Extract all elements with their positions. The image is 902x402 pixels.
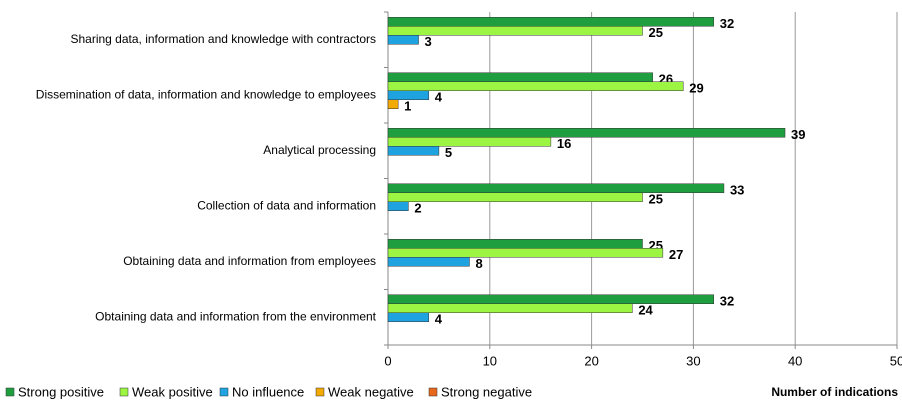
bar (387, 257, 470, 267)
bar (387, 248, 664, 258)
data-label: 25 (649, 25, 663, 40)
y-tick-label: Obtaining data and information from the … (95, 309, 376, 323)
legend-swatch (5, 387, 15, 397)
data-label: 16 (557, 136, 571, 151)
legend-swatch (428, 387, 438, 397)
bar (387, 99, 399, 109)
bar (387, 294, 715, 304)
legend-label: Weak positive (132, 384, 213, 399)
data-label: 29 (689, 81, 703, 96)
bar (387, 312, 429, 322)
bar (387, 303, 633, 313)
y-tick-label: Dissemination of data, information and k… (36, 87, 376, 101)
x-tick-label: 30 (686, 353, 700, 368)
data-label: 39 (791, 127, 805, 142)
bar (387, 26, 643, 36)
data-label: 27 (669, 247, 683, 262)
bar (387, 146, 440, 156)
x-tick-label: 50 (890, 353, 902, 368)
bar (387, 128, 786, 138)
bar (387, 17, 715, 27)
data-label: 3 (425, 34, 432, 49)
x-tick-label: 40 (788, 353, 802, 368)
legend-swatch (315, 387, 325, 397)
y-tick-label: Analytical processing (263, 143, 376, 157)
legend-label: Strong positive (18, 384, 104, 399)
x-tick-label: 10 (483, 353, 497, 368)
bar (387, 201, 409, 211)
data-label: 2 (414, 201, 421, 216)
data-label: 8 (475, 256, 482, 271)
y-tick-label: Sharing data, information and knowledge … (70, 32, 376, 46)
legend-label: Strong negative (441, 384, 532, 399)
bar (387, 90, 429, 100)
data-label: 5 (445, 145, 452, 160)
bar (387, 183, 725, 193)
data-label: 32 (720, 16, 734, 31)
data-label: 24 (638, 303, 653, 318)
x-axis-title: Number of indications (771, 385, 898, 399)
data-label: 32 (720, 294, 734, 309)
bar (387, 137, 552, 147)
y-tick-label: Collection of data and information (197, 198, 376, 212)
x-tick-label: 20 (584, 353, 598, 368)
legend-label: No influence (232, 384, 304, 399)
bar (387, 81, 684, 91)
data-label: 25 (649, 192, 663, 207)
bar (387, 72, 653, 82)
data-label: 33 (730, 183, 744, 198)
legend-swatch (219, 387, 229, 397)
bar (387, 192, 643, 202)
data-label: 4 (435, 90, 443, 105)
bar (387, 35, 419, 45)
y-tick-label: Obtaining data and information from empl… (123, 254, 376, 268)
data-label: 1 (404, 99, 411, 114)
bar (387, 239, 643, 249)
x-tick-label: 0 (384, 353, 391, 368)
data-label: 4 (435, 312, 443, 327)
legend-label: Weak negative (328, 384, 414, 399)
legend-swatch (119, 387, 129, 397)
